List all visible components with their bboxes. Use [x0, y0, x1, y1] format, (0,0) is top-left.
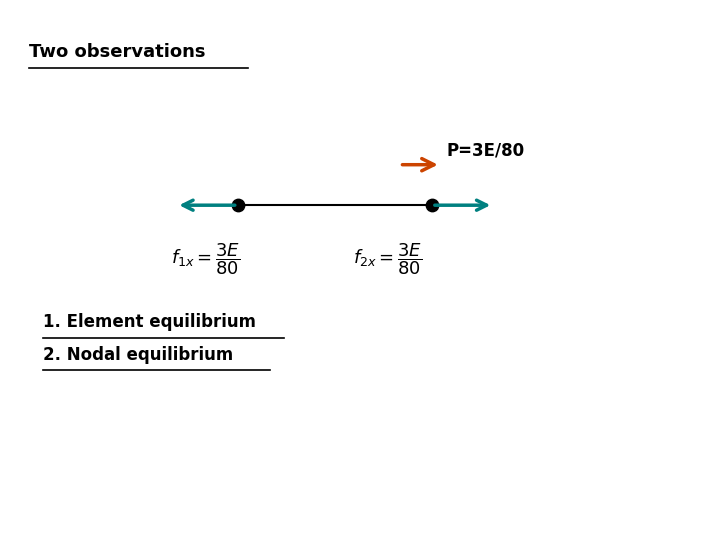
Text: $f_{1x} = \dfrac{3E}{80}$: $f_{1x} = \dfrac{3E}{80}$ — [171, 241, 240, 277]
Point — [232, 201, 243, 210]
Text: P=3E/80: P=3E/80 — [446, 141, 525, 159]
Point — [426, 201, 438, 210]
Text: $f_{2x} = \dfrac{3E}{80}$: $f_{2x} = \dfrac{3E}{80}$ — [353, 241, 422, 277]
Text: 2. Nodal equilibrium: 2. Nodal equilibrium — [43, 346, 233, 363]
Text: 1. Element equilibrium: 1. Element equilibrium — [43, 313, 256, 331]
Text: Two observations: Two observations — [29, 43, 205, 61]
